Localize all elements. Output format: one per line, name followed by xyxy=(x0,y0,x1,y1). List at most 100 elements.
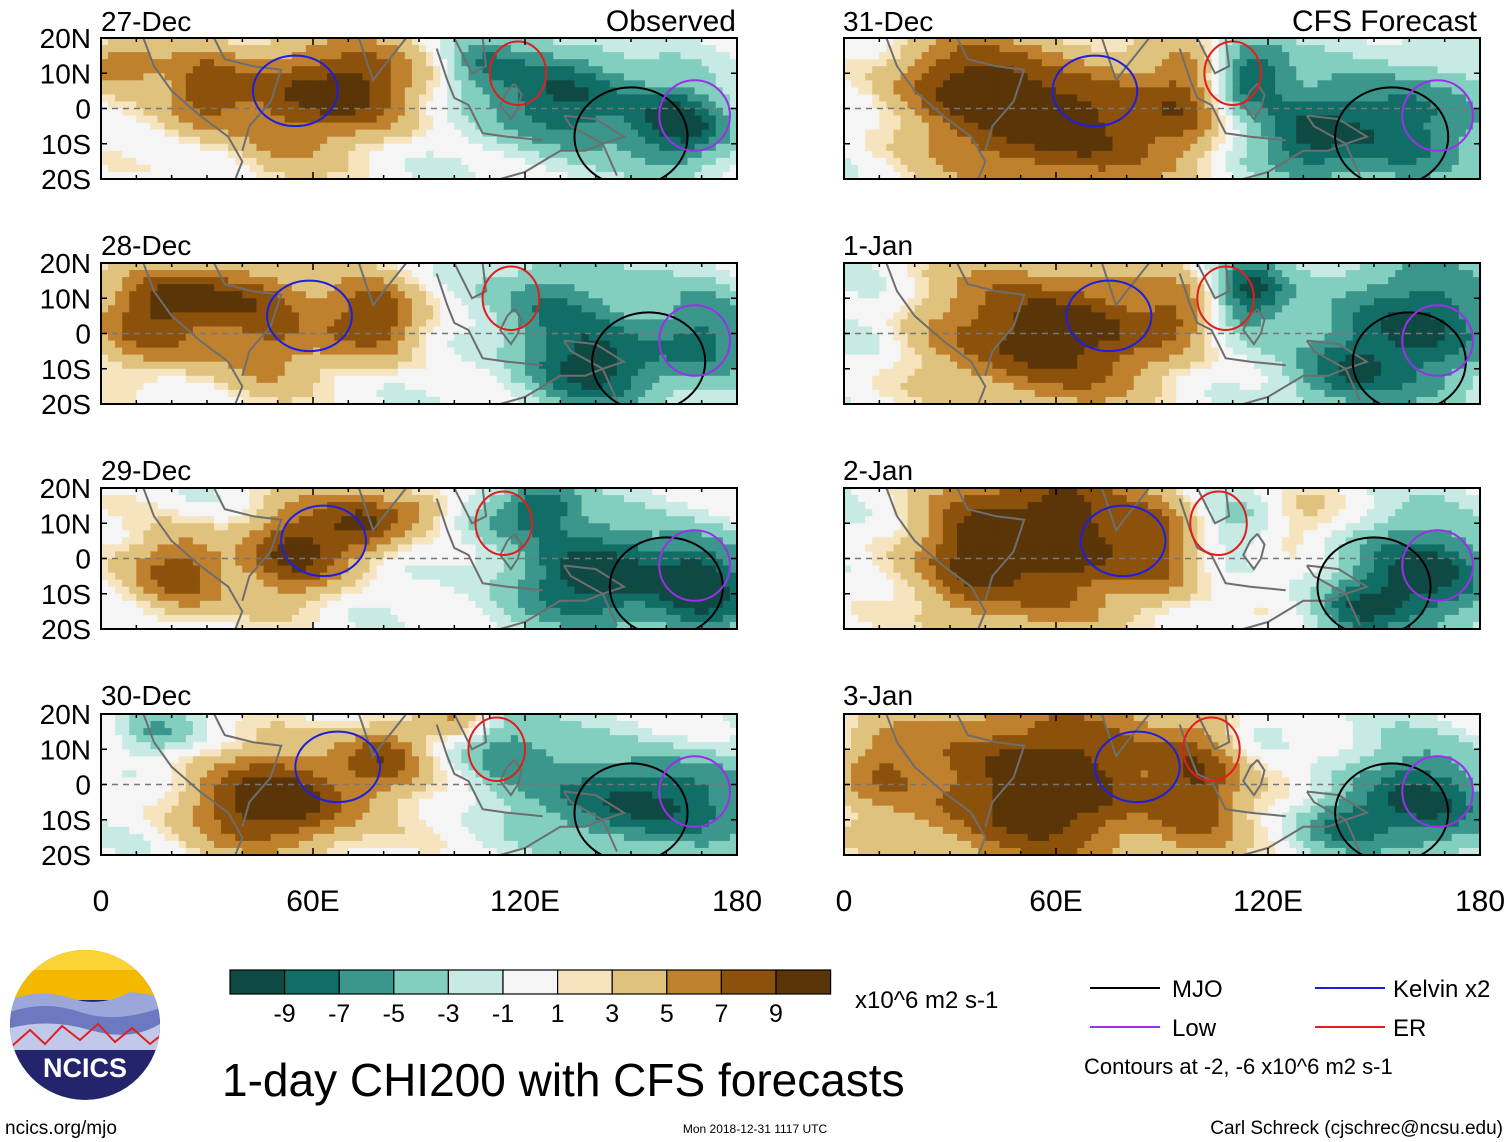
field-cell xyxy=(270,157,279,166)
field-cell xyxy=(581,150,590,159)
field-cell xyxy=(666,319,674,328)
field-cell xyxy=(178,143,187,152)
field-cell xyxy=(298,136,307,145)
field-cell xyxy=(115,368,123,377)
field-cell xyxy=(207,277,215,285)
field-cell xyxy=(313,621,321,629)
field-cell xyxy=(496,87,505,95)
field-cell xyxy=(341,389,349,398)
field-cell xyxy=(539,291,547,299)
field-cell xyxy=(313,38,321,46)
field-cell xyxy=(199,544,208,553)
field-cell xyxy=(178,136,187,145)
field-cell xyxy=(631,396,639,404)
coastline xyxy=(453,263,488,300)
field-cell xyxy=(178,277,187,285)
field-cell xyxy=(256,382,265,391)
field-cell xyxy=(475,94,484,103)
field-cell xyxy=(256,319,265,328)
field-cell xyxy=(553,347,561,356)
field-cell xyxy=(722,115,731,124)
field-cell xyxy=(214,488,222,496)
field-cell xyxy=(185,361,194,370)
field-cell xyxy=(348,593,356,602)
field-cell xyxy=(680,171,689,179)
field-cell xyxy=(171,263,180,271)
field-cell xyxy=(192,115,201,124)
field-cell xyxy=(136,277,144,285)
field-cell xyxy=(313,312,321,320)
field-cell xyxy=(475,59,484,67)
field-cell xyxy=(108,38,116,46)
field-cell xyxy=(419,305,427,313)
field-cell xyxy=(334,565,342,574)
field-cell xyxy=(341,614,349,623)
field-cell xyxy=(390,530,399,538)
field-cell xyxy=(256,495,265,503)
field-cell xyxy=(567,150,576,159)
field-cell xyxy=(517,509,526,517)
field-cell xyxy=(581,108,590,117)
field-cell xyxy=(171,579,180,588)
field-cell xyxy=(235,312,243,320)
field-cell xyxy=(560,129,568,138)
field-cell xyxy=(291,143,300,152)
field-cell xyxy=(461,593,470,602)
field-cell xyxy=(228,270,236,278)
field-cell xyxy=(108,516,116,524)
field-cell xyxy=(553,291,561,299)
field-cell xyxy=(242,579,250,588)
field-cell xyxy=(666,340,674,349)
field-cell xyxy=(652,354,660,363)
field-cell xyxy=(468,621,477,629)
field-cell xyxy=(122,347,130,356)
field-cell xyxy=(510,600,519,609)
field-cell xyxy=(277,502,286,510)
field-cell xyxy=(362,607,371,616)
field-cell xyxy=(256,509,265,517)
field-cell xyxy=(638,164,646,173)
field-cell xyxy=(185,319,194,328)
field-cell xyxy=(517,326,526,335)
field-cell xyxy=(122,382,130,391)
field-cell xyxy=(185,382,194,391)
field-cell xyxy=(447,375,455,384)
field-cell xyxy=(666,115,674,124)
field-cell xyxy=(136,298,144,306)
field-cell xyxy=(468,544,477,553)
field-cell xyxy=(567,66,576,74)
field-cell xyxy=(136,94,144,103)
field-cell xyxy=(178,495,187,503)
field-cell xyxy=(376,579,385,588)
field-cell xyxy=(122,509,130,517)
field-cell xyxy=(214,544,222,553)
field-cell xyxy=(277,326,286,335)
field-cell xyxy=(532,101,540,110)
field-cell xyxy=(228,361,236,370)
field-cell xyxy=(631,122,639,131)
field-cell xyxy=(447,115,455,124)
field-cell xyxy=(157,326,166,335)
field-cell xyxy=(199,263,208,271)
field-cell xyxy=(411,157,420,166)
field-cell xyxy=(419,129,427,138)
field-cell xyxy=(673,354,682,363)
field-cell xyxy=(708,263,717,271)
field-cell xyxy=(687,143,696,152)
field-cell xyxy=(313,382,321,391)
field-cell xyxy=(468,319,477,328)
field-cell xyxy=(553,277,561,285)
field-cell xyxy=(284,143,293,152)
field-cell xyxy=(228,80,236,88)
field-cell xyxy=(645,150,653,159)
field-cell xyxy=(532,284,540,292)
field-cell xyxy=(136,326,144,335)
field-cell xyxy=(150,319,159,328)
field-cell xyxy=(461,354,470,363)
field-cell xyxy=(440,143,448,152)
field-cell xyxy=(348,361,356,370)
field-cell xyxy=(277,157,286,166)
field-cell xyxy=(334,502,342,510)
field-cell xyxy=(574,52,583,60)
field-cell xyxy=(108,614,116,623)
